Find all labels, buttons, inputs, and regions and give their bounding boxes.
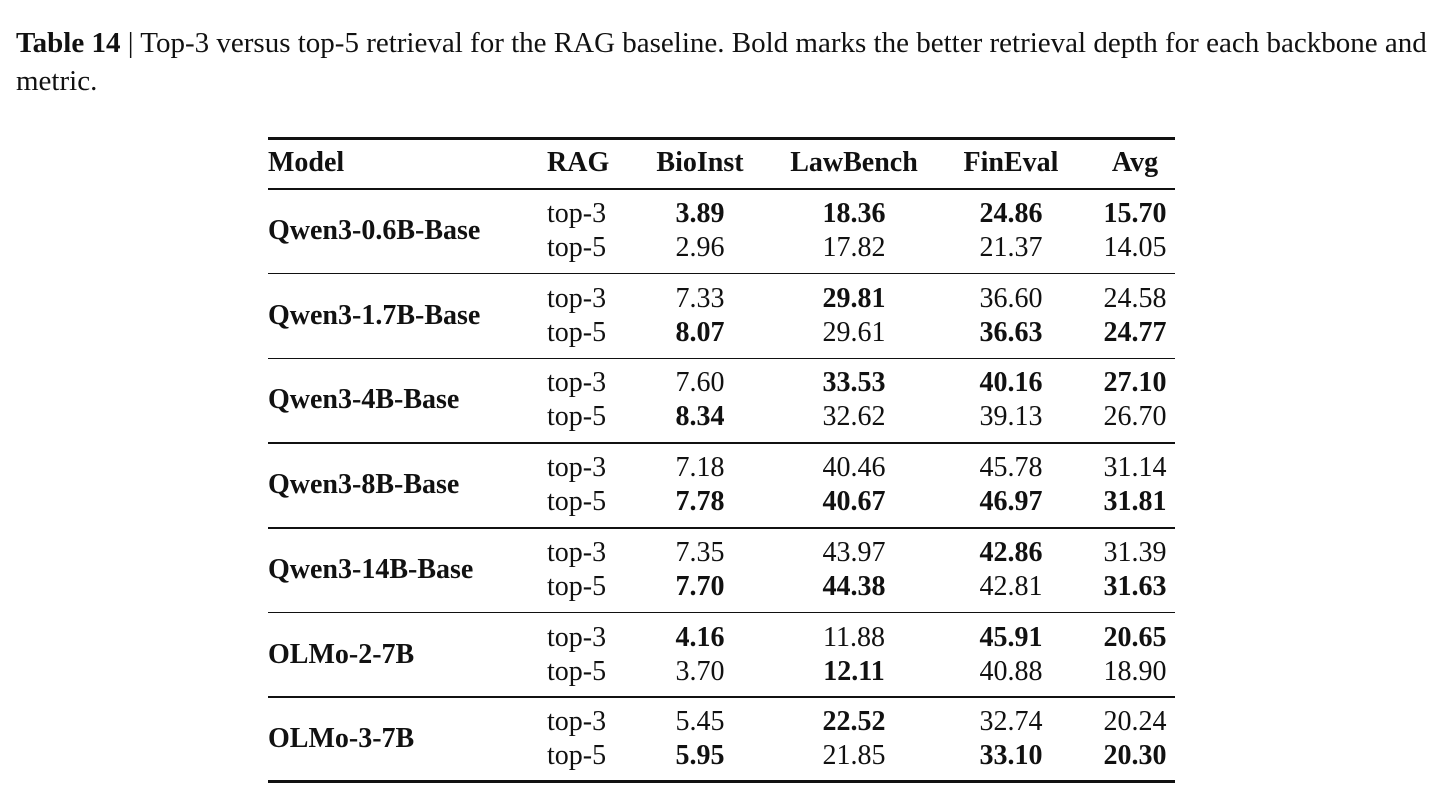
column-header: FinEval: [963, 147, 1059, 178]
table-rule: [268, 527, 1175, 529]
score: 18.36: [822, 198, 886, 229]
score: 21.85: [822, 740, 886, 772]
score: 15.70: [1103, 198, 1167, 229]
score: 14.05: [1103, 232, 1167, 263]
score: 7.78: [675, 486, 725, 518]
score: 44.38: [822, 570, 886, 602]
score: 31.63: [1103, 570, 1167, 602]
score: 11.88: [823, 621, 885, 653]
model-name: Qwen3-14B-Base: [268, 553, 474, 585]
score: 31.81: [1103, 486, 1167, 518]
rag-depth: top-3: [547, 706, 607, 738]
score: 8.34: [675, 401, 725, 433]
score: 5.45: [675, 706, 725, 738]
table-rule: [268, 188, 1175, 190]
table-rule: [268, 696, 1175, 698]
score: 33.53: [822, 367, 886, 399]
score: 29.61: [822, 316, 886, 348]
score: 40.88: [979, 655, 1043, 687]
score: 43.97: [822, 536, 886, 568]
rag-depth: top-5: [547, 655, 607, 687]
score: 33.10: [979, 740, 1043, 772]
rag-depth: top-5: [547, 232, 607, 263]
caption: Table 14 | Top-3 versus top-5 retrieval …: [16, 24, 1436, 100]
score: 29.81: [822, 282, 886, 314]
score: 42.81: [979, 570, 1043, 602]
score: 27.10: [1103, 367, 1167, 399]
table-rule: [268, 611, 1175, 614]
rag-depth: top-5: [547, 486, 607, 518]
score: 4.16: [675, 621, 725, 653]
column-header: Avg: [1111, 147, 1159, 178]
score: 39.13: [979, 401, 1043, 433]
score: 12.11: [823, 655, 885, 687]
score: 36.60: [979, 282, 1043, 314]
rag-depth: top-3: [547, 621, 607, 653]
score: 20.24: [1103, 706, 1167, 738]
rag-depth: top-3: [547, 198, 607, 229]
score: 5.95: [675, 740, 725, 772]
rag-depth: top-5: [547, 740, 607, 772]
rag-depth: top-5: [547, 316, 607, 348]
score: 7.35: [675, 536, 725, 568]
caption-text: | Top-3 versus top-5 retrieval for the R…: [16, 27, 1427, 97]
rag-depth: top-3: [547, 282, 607, 314]
score: 18.90: [1103, 655, 1167, 687]
score: 40.16: [979, 367, 1043, 399]
score: 24.77: [1103, 316, 1167, 348]
rag-depth: top-3: [547, 452, 607, 484]
score: 3.89: [675, 198, 725, 229]
score: 42.86: [979, 536, 1043, 568]
rag-depth: top-5: [547, 570, 607, 602]
score: 22.52: [822, 706, 886, 738]
table-rule: [268, 780, 1175, 783]
score: 7.60: [675, 367, 725, 399]
column-header: Model: [268, 147, 345, 178]
score: 31.39: [1103, 536, 1167, 568]
rag-depth: top-5: [547, 401, 607, 433]
score: 3.70: [675, 655, 725, 687]
score: 32.62: [822, 401, 886, 433]
table-rule: [268, 357, 1175, 360]
model-name: Qwen3-0.6B-Base: [268, 215, 481, 246]
table-rule: [268, 442, 1175, 444]
score: 20.65: [1103, 621, 1167, 653]
score: 46.97: [979, 486, 1043, 518]
caption-label: Table 14: [16, 27, 121, 59]
rag-depth: top-3: [547, 536, 607, 568]
score: 7.70: [675, 570, 725, 602]
rag-depth: top-3: [547, 367, 607, 399]
column-header: BioInst: [656, 147, 744, 178]
score: 31.14: [1103, 452, 1167, 484]
score: 24.86: [979, 198, 1043, 229]
score: 32.74: [979, 706, 1043, 738]
table-rule: [268, 272, 1175, 275]
score: 24.58: [1103, 282, 1167, 314]
score: 7.18: [675, 452, 725, 484]
score: 40.67: [822, 486, 886, 518]
column-header: RAG: [547, 147, 610, 178]
score: 2.96: [675, 232, 725, 263]
score: 45.78: [979, 452, 1043, 484]
score: 26.70: [1103, 401, 1167, 433]
score: 20.30: [1103, 740, 1167, 772]
table-rule: [268, 137, 1175, 140]
score: 21.37: [979, 232, 1043, 263]
model-name: Qwen3-4B-Base: [268, 384, 460, 416]
model-name: OLMo-3-7B: [268, 723, 415, 755]
score: 36.63: [979, 316, 1043, 348]
score: 8.07: [675, 316, 725, 348]
model-name: Qwen3-1.7B-Base: [268, 299, 481, 331]
score: 40.46: [822, 452, 886, 484]
model-name: OLMo-2-7B: [268, 638, 415, 670]
score: 7.33: [675, 282, 725, 314]
column-header: LawBench: [790, 147, 918, 178]
model-name: Qwen3-8B-Base: [268, 469, 460, 501]
score: 45.91: [979, 621, 1043, 653]
score: 17.82: [822, 232, 886, 263]
